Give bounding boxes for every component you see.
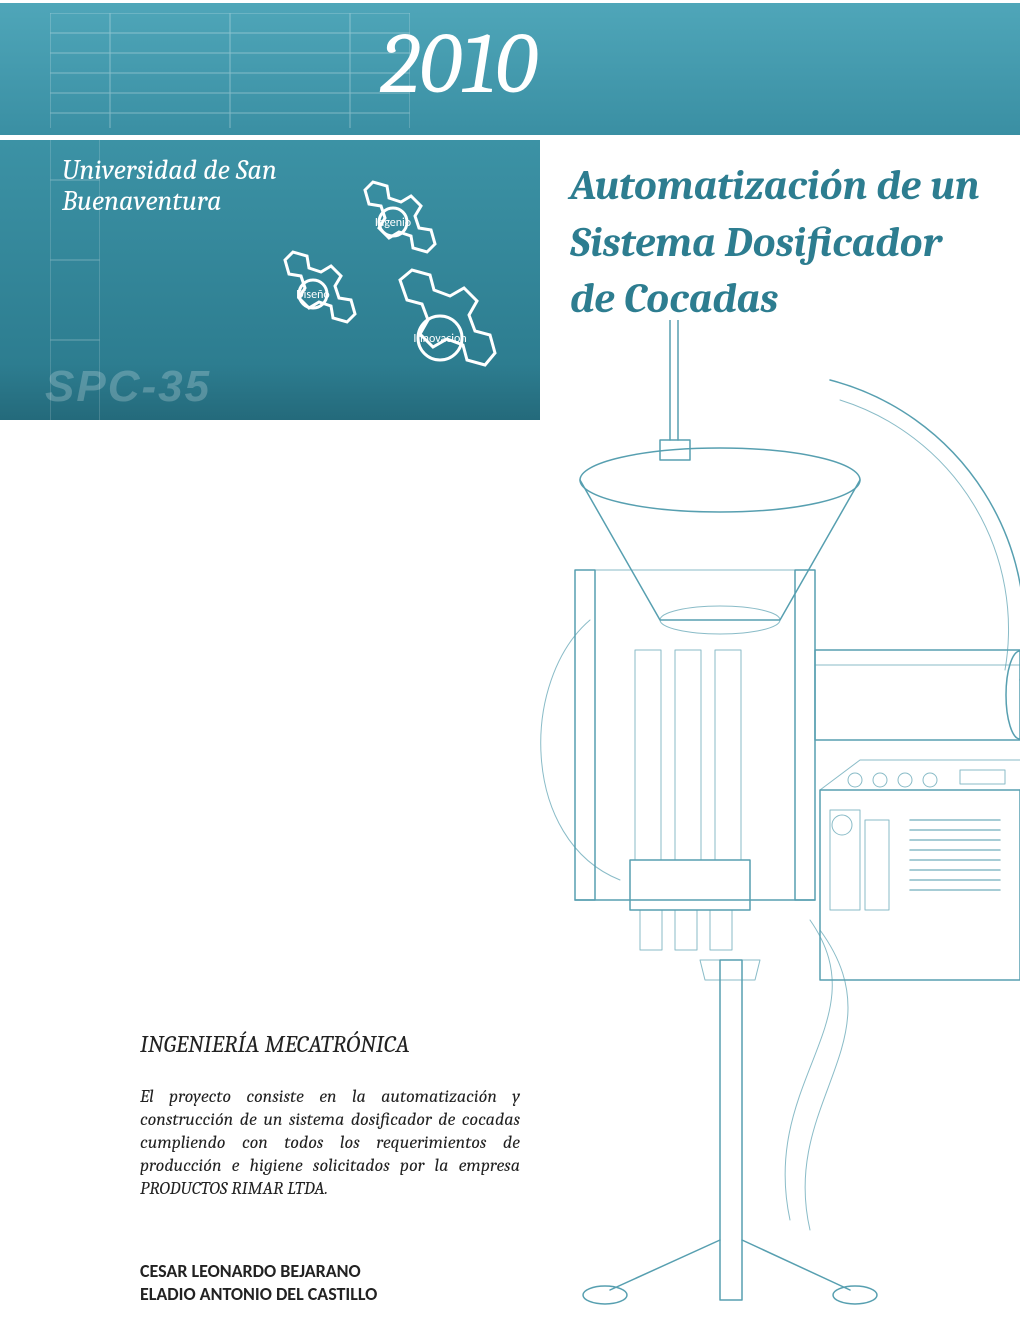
title-line2: Sistema Dosificador [570, 218, 942, 267]
university-panel: Universidad de San Buenaventura Ingenio … [0, 140, 540, 420]
department-heading: INGENIERÍA MECATRÓNICA [140, 1030, 410, 1058]
document-title: Automatización de un Sistema Dosificador… [570, 158, 1000, 328]
title-line3: de Cocadas [570, 274, 778, 323]
university-line2: Buenaventura [62, 185, 222, 217]
author-2: ELADIO ANTONIO DEL CASTILLO [140, 1283, 377, 1305]
gear-label-bottom: Innovacion [413, 332, 466, 346]
gear-label-top: Ingenio [375, 216, 411, 230]
author-1: CESAR LEONARDO BEJARANO [140, 1260, 361, 1282]
abstract-text: El proyecto consiste en la automatizació… [140, 1085, 520, 1200]
title-line1: Automatización de un [570, 161, 979, 210]
gear-label-left: Diseño [296, 288, 329, 302]
machine-drawing-icon [460, 320, 1020, 1320]
spc-watermark: SPC-35 [45, 362, 211, 412]
grid-decor-icon [50, 13, 410, 128]
top-banner: 2010 [0, 0, 1020, 135]
year-text: 2010 [380, 15, 537, 114]
authors-block: CESAR LEONARDO BEJARANO ELADIO ANTONIO D… [140, 1260, 377, 1307]
